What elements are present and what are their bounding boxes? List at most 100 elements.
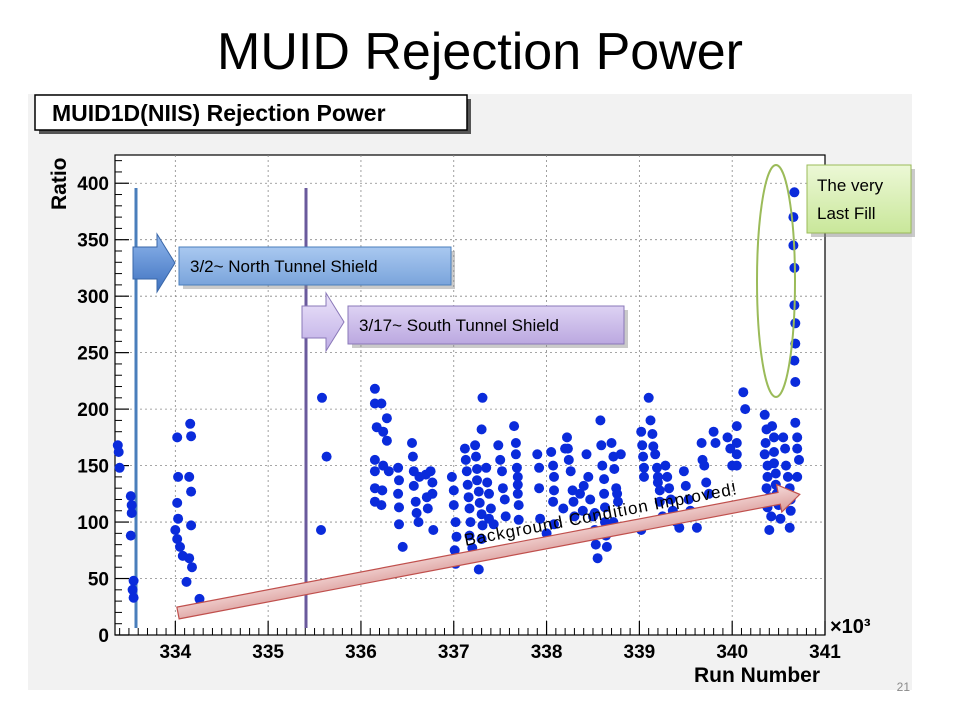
data-point <box>731 438 742 448</box>
data-point <box>410 496 421 507</box>
north-callout-text: 3/2~ North Tunnel Shield <box>190 257 378 276</box>
data-point <box>648 441 659 452</box>
data-point <box>393 488 404 499</box>
x-axis-title: Run Number <box>694 664 820 687</box>
data-point <box>600 502 610 513</box>
data-point <box>764 525 775 535</box>
data-point <box>510 449 521 460</box>
data-point <box>581 449 592 460</box>
x-tick-labels: 334 335 336 337 338 339 340 341 <box>159 642 841 663</box>
data-point <box>597 460 608 471</box>
south-callout-box <box>347 305 625 345</box>
data-point <box>609 464 620 474</box>
data-point <box>639 462 649 473</box>
data-point <box>495 454 506 465</box>
data-point <box>654 496 665 507</box>
data-point <box>761 483 772 494</box>
data-point <box>422 503 433 514</box>
data-point <box>662 471 673 482</box>
data-point <box>563 454 574 465</box>
data-point <box>613 496 623 507</box>
data-point <box>128 575 139 586</box>
data-point <box>513 500 524 511</box>
data-point <box>378 426 389 437</box>
data-point <box>428 525 439 535</box>
x-tick-label: 336 <box>345 642 377 663</box>
data-point <box>181 576 192 587</box>
data-point <box>185 418 196 429</box>
data-point <box>172 497 183 508</box>
data-point <box>446 471 457 482</box>
y-tick-label: 0 <box>98 626 109 647</box>
slide-title: MUID Rejection Power <box>217 23 743 81</box>
data-point <box>186 486 197 497</box>
y-tick-label: 50 <box>88 570 109 591</box>
data-point <box>173 513 184 524</box>
data-point <box>691 522 702 533</box>
data-point <box>595 415 606 426</box>
chart-title: MUID1D(NIIS) Rejection Power <box>52 100 386 126</box>
data-point <box>321 451 332 462</box>
data-point <box>766 511 777 522</box>
south-callout-text: 3/17~ South Tunnel Shield <box>359 316 559 335</box>
data-point <box>408 480 419 491</box>
data-point <box>513 514 524 525</box>
data-point <box>562 432 572 443</box>
data-point <box>184 471 195 482</box>
data-point <box>549 471 559 482</box>
x-axis-multiplier: ×10³ <box>830 616 871 638</box>
data-point <box>187 562 197 573</box>
data-point <box>474 497 485 508</box>
data-point <box>775 513 786 524</box>
data-point <box>645 415 656 426</box>
data-point <box>782 471 793 482</box>
data-point <box>596 440 607 451</box>
data-point <box>484 488 494 499</box>
data-point <box>184 553 195 564</box>
data-point <box>722 432 733 443</box>
last-fill-callout-box <box>806 164 912 234</box>
data-point <box>759 409 770 420</box>
data-point <box>565 466 576 477</box>
data-point <box>704 488 714 499</box>
trend-arrow-icon <box>176 483 801 620</box>
last-fill-ellipse <box>756 164 796 398</box>
data-point <box>769 447 779 457</box>
data-point <box>394 502 404 513</box>
data-point <box>578 480 589 491</box>
data-point <box>500 511 511 522</box>
data-point <box>407 451 418 462</box>
data-point <box>585 494 596 505</box>
data-point <box>127 584 138 595</box>
data-point <box>476 509 487 520</box>
data-point <box>383 466 394 477</box>
data-point <box>377 485 388 496</box>
data-point <box>792 432 803 443</box>
data-point <box>790 417 801 428</box>
data-point <box>575 488 585 499</box>
y-tick-label: 300 <box>77 287 109 308</box>
data-point <box>769 432 779 443</box>
data-point <box>780 443 791 454</box>
x-tick-label: 339 <box>624 642 656 663</box>
data-point <box>696 438 707 448</box>
data-point <box>128 592 139 603</box>
data-point <box>493 440 504 451</box>
data-point <box>509 421 520 432</box>
data-point <box>792 443 803 454</box>
data-point <box>476 534 487 544</box>
data-point <box>114 462 125 473</box>
data-point <box>789 355 800 366</box>
data-point <box>569 511 580 522</box>
y-axis-title: Ratio <box>48 158 71 211</box>
data-point <box>369 466 380 477</box>
data-point <box>511 462 522 473</box>
data-point <box>512 471 523 482</box>
data-point <box>647 429 658 439</box>
data-point <box>710 438 721 448</box>
data-point <box>643 392 654 403</box>
data-point <box>316 525 326 535</box>
x-tick-label: 337 <box>438 642 470 663</box>
data-point <box>794 454 804 465</box>
